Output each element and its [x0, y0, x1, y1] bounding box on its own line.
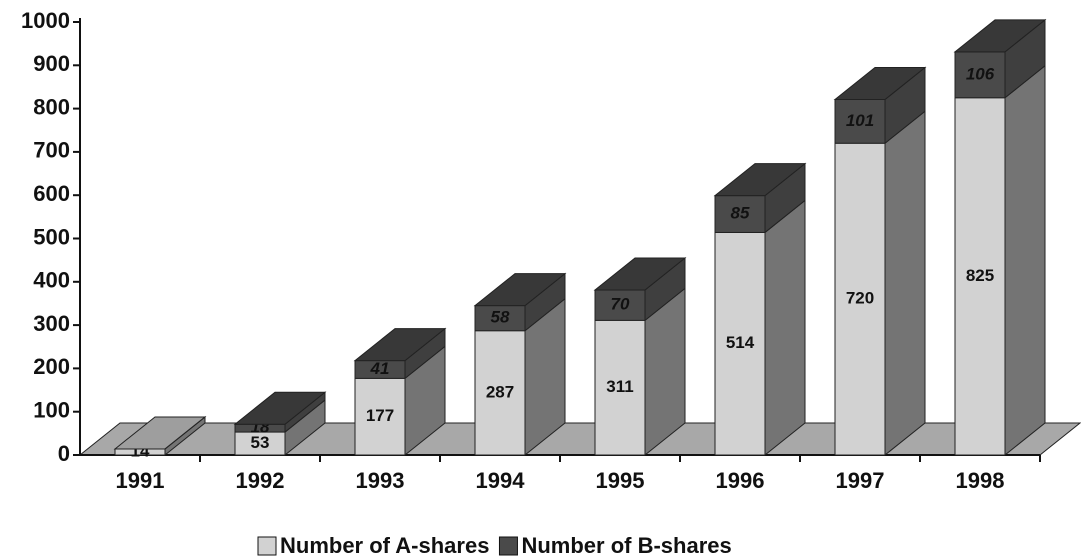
x-tick-label: 1992: [236, 468, 285, 493]
bar-segment: [714, 231, 766, 456]
x-tick-label: 1997: [836, 468, 885, 493]
bar-side: [764, 199, 806, 457]
y-tick-label: 1000: [21, 8, 70, 33]
bar-top: [593, 257, 687, 291]
y-tick-label: 400: [33, 268, 70, 293]
bar-segment: [954, 51, 1006, 99]
legend-swatch: [498, 536, 518, 556]
y-tick-label: 500: [33, 224, 70, 249]
y-tick-label: 600: [33, 181, 70, 206]
x-tick-label: 1994: [476, 468, 526, 493]
x-tick-label: 1995: [596, 468, 645, 493]
x-tick-label: 1996: [716, 468, 765, 493]
y-tick-label: 100: [33, 398, 70, 423]
legend-swatch: [257, 536, 277, 556]
data-label: 58: [491, 308, 510, 327]
data-label: 825: [966, 266, 994, 285]
bar-top: [233, 391, 327, 425]
data-label: 70: [611, 295, 630, 314]
data-label: 311: [606, 377, 633, 396]
bar-segment: [834, 142, 886, 456]
bar-side: [884, 110, 926, 457]
bar-segment: [954, 97, 1006, 456]
x-tick-label: 1998: [956, 468, 1005, 493]
data-label: 53: [251, 433, 270, 452]
data-label: 514: [726, 333, 755, 352]
y-tick-label: 300: [33, 311, 70, 336]
data-label: 41: [370, 359, 390, 378]
bar-top: [473, 273, 567, 307]
data-label: 106: [966, 64, 995, 83]
legend-label: Number of A-shares: [280, 533, 489, 558]
floor: [78, 422, 1081, 456]
bar-top: [833, 67, 927, 101]
bar-top: [353, 328, 447, 362]
x-tick-label: 1993: [356, 468, 405, 493]
bar-side: [1004, 64, 1046, 457]
x-tick-label: 1991: [116, 468, 165, 493]
y-tick-label: 700: [33, 138, 70, 163]
data-label: 85: [731, 204, 750, 223]
bar-top: [953, 19, 1047, 53]
data-label: 720: [846, 289, 874, 308]
data-label: 177: [366, 406, 394, 425]
bar-top: [113, 416, 207, 450]
bar-top: [713, 163, 807, 197]
data-label: 101: [846, 111, 874, 130]
data-label: 287: [486, 382, 514, 401]
legend-label: Number of B-shares: [521, 533, 731, 558]
y-tick-label: 200: [33, 354, 70, 379]
y-tick-label: 900: [33, 51, 70, 76]
y-tick-label: 0: [58, 441, 70, 466]
y-tick-label: 800: [33, 94, 70, 119]
bar-segment: [714, 195, 766, 233]
bar-segment: [834, 99, 886, 144]
